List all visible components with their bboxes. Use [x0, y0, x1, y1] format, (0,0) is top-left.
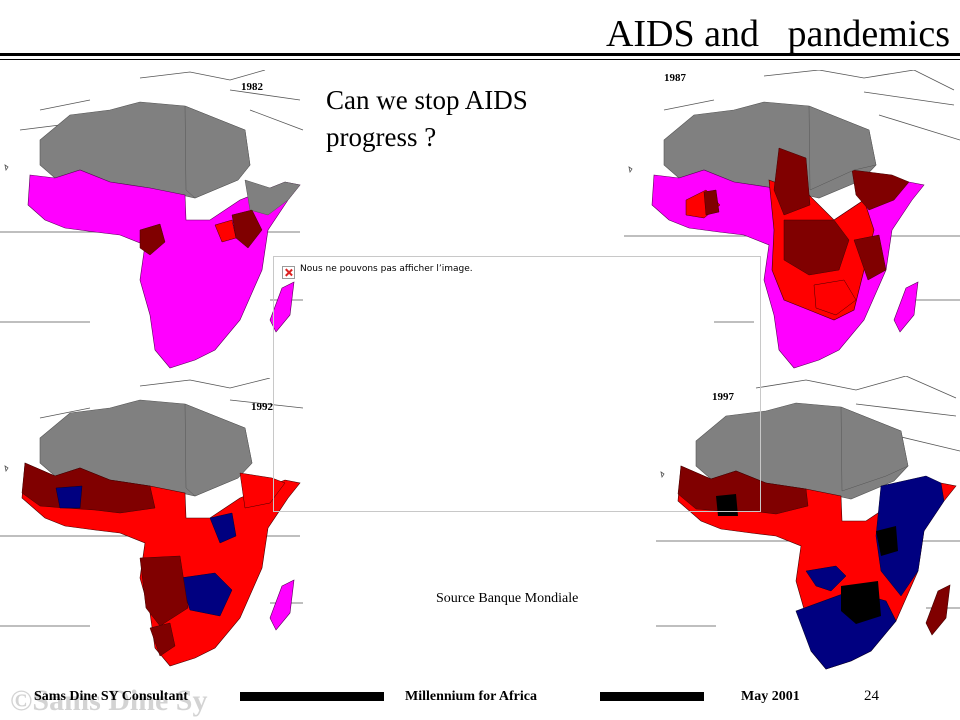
- map-year-1982: 1982: [241, 81, 263, 93]
- map-year-1987: 1987: [664, 72, 686, 84]
- map-year-1997: 1997: [712, 391, 734, 403]
- footer-event: Millennium for Africa: [405, 689, 537, 704]
- footer-divider-left: [240, 692, 384, 697]
- africa-map-1987: [624, 70, 960, 369]
- africa-map-1992: [0, 378, 304, 667]
- page-number: 24: [864, 688, 879, 704]
- title-rule-thin: [0, 59, 960, 60]
- africa-map-1997: [656, 376, 960, 670]
- source-caption: Source Banque Mondiale: [436, 591, 579, 606]
- broken-image-placeholder: Nous ne pouvons pas afficher l’image.: [273, 256, 761, 512]
- broken-image-icon: [282, 266, 295, 279]
- africa-map-1982: [0, 70, 304, 369]
- broken-image-message: Nous ne pouvons pas afficher l’image.: [300, 264, 473, 274]
- copyright-watermark: ©Sams Dine Sy: [10, 684, 208, 717]
- footer-date: May 2001: [741, 689, 800, 704]
- slide-question: Can we stop AIDS progress ?: [326, 85, 528, 152]
- slide-title: AIDS and pandemics: [605, 13, 950, 55]
- map-year-1992: 1992: [251, 401, 273, 413]
- footer-divider-right: [600, 692, 704, 697]
- title-rule: [0, 53, 960, 56]
- footer-author: Sams Dine SY Consultant: [34, 689, 188, 704]
